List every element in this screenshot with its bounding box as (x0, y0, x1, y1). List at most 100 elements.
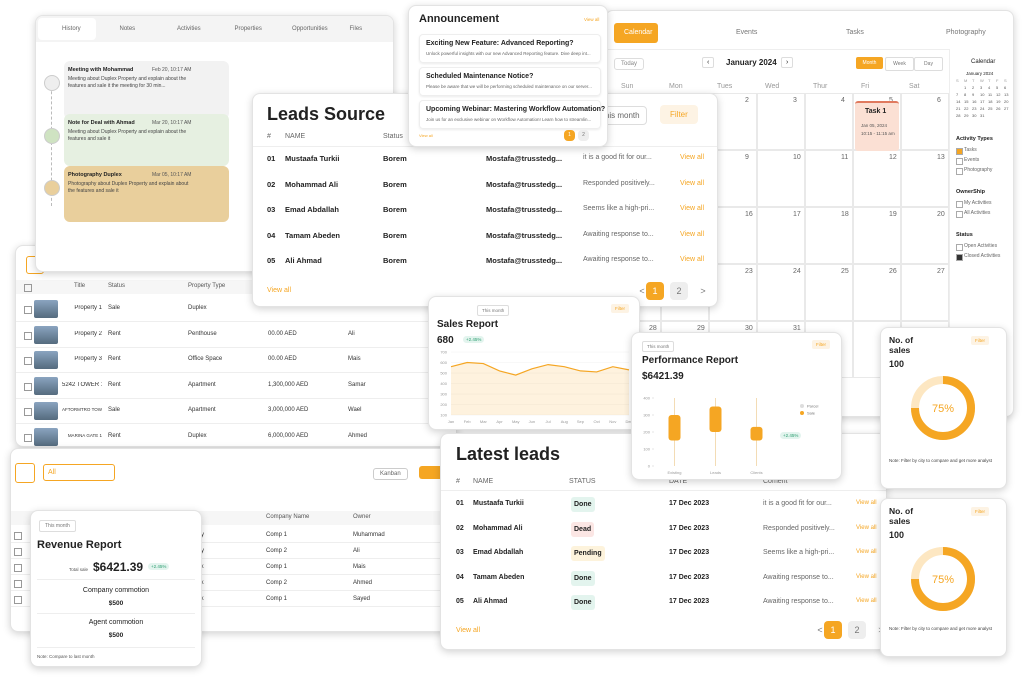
filter-icon[interactable] (15, 463, 35, 483)
day-number: 4 (841, 97, 845, 104)
page-button[interactable]: 2 (578, 130, 589, 141)
view-button[interactable]: Month (856, 57, 883, 69)
checkbox[interactable] (956, 244, 963, 251)
row-checkbox[interactable] (24, 382, 32, 391)
prev-button[interactable]: ‹ (702, 57, 715, 68)
filter-dropdown[interactable]: All (43, 464, 115, 481)
row-checkbox[interactable] (14, 596, 22, 604)
kanban-button[interactable]: Kanban (373, 468, 408, 480)
tab[interactable]: Notes (119, 26, 136, 32)
history-date: Mar 20, 10:17 AM (152, 120, 192, 126)
page-button[interactable]: > (700, 286, 706, 296)
x-tick-label: Clients (750, 470, 762, 475)
row-link[interactable]: View all (856, 500, 877, 506)
view-all-link[interactable]: View all (267, 287, 291, 294)
view-all-link[interactable]: View all (456, 627, 480, 634)
row-checkbox[interactable] (24, 331, 32, 340)
day-number: 19 (889, 211, 897, 218)
page-button[interactable]: < (639, 286, 645, 296)
checkbox[interactable] (956, 168, 963, 175)
row-checkbox[interactable] (24, 357, 32, 365)
row-link[interactable]: View all (680, 179, 704, 187)
month-label: January 2024 (726, 58, 777, 67)
filter-button[interactable]: Filter (660, 105, 698, 124)
header-checkbox[interactable] (24, 284, 32, 292)
tab[interactable]: Tasks (846, 29, 864, 36)
checkbox[interactable] (956, 201, 963, 208)
page-button[interactable]: 2 (670, 282, 688, 300)
tab[interactable]: Opportunities (292, 26, 328, 32)
tab[interactable]: Properties (234, 26, 262, 32)
sales-line (450, 361, 630, 376)
agent-value: $500 (108, 632, 124, 639)
view-all-bottom[interactable]: View all (419, 133, 433, 138)
page-button[interactable]: 1 (564, 130, 575, 141)
cell: Ali Ahmad (473, 598, 508, 605)
day-number: 24 (793, 268, 801, 275)
history-card[interactable]: Note for Deal with Ahmad Mar 20, 10:17 AM… (64, 114, 229, 166)
period-dropdown[interactable]: This month (39, 520, 76, 532)
item-title: Upcoming Webinar: Mastering Workflow Aut… (426, 106, 606, 113)
row-checkbox[interactable] (14, 532, 22, 540)
row-link[interactable]: View all (680, 256, 704, 263)
day-cell (805, 150, 853, 207)
history-title: Photography Duplex (68, 172, 122, 178)
period-dropdown[interactable]: This month (477, 305, 510, 316)
tab[interactable]: History (62, 26, 81, 32)
tab[interactable]: Files (349, 26, 363, 32)
filter-button[interactable]: Filter (971, 507, 989, 516)
filter-button[interactable]: Filter (611, 304, 629, 313)
page-button[interactable]: < (817, 625, 823, 635)
row-link[interactable]: View all (680, 230, 704, 238)
note: Note: Compare to last month (37, 654, 95, 659)
row-line (11, 558, 456, 559)
next-button[interactable]: › (781, 57, 794, 68)
tab[interactable]: Events (736, 29, 758, 36)
history-card[interactable]: Photography Duplex Mar 05, 10:17 AM Photog… (64, 166, 229, 222)
cell: Property 1 (74, 305, 102, 311)
row-checkbox[interactable] (14, 580, 22, 588)
view-all-link[interactable]: View all (584, 17, 600, 22)
day-cell (757, 93, 805, 150)
row-link[interactable]: View all (856, 524, 877, 531)
tab[interactable]: Photography (946, 29, 986, 36)
row-checkbox[interactable] (14, 548, 22, 556)
view-button[interactable]: Week (885, 57, 914, 71)
row-checkbox[interactable] (24, 306, 32, 314)
filter-button[interactable]: Filter (971, 336, 989, 345)
period-dropdown[interactable]: This month (642, 341, 675, 352)
page-button[interactable]: 2 (848, 621, 866, 639)
row-link[interactable]: View all (856, 549, 877, 555)
announcement-item[interactable]: Upcoming Webinar: Mastering Workflow Aut… (419, 100, 605, 129)
filter-button[interactable]: Filter (812, 340, 830, 349)
task-card[interactable]: Task 1 Jan 05, 2024 10:15 - 11:15 am (855, 101, 899, 151)
announcement-item[interactable]: Scheduled Maintenance Notice? Please be a… (419, 67, 601, 96)
row-link[interactable]: View all (680, 154, 704, 161)
history-card[interactable]: Meeting with Mohammad Feb 20, 10:17 AM Mee… (64, 61, 229, 119)
donut-label: 75% (932, 574, 954, 586)
row-checkbox[interactable] (24, 408, 32, 416)
tab[interactable]: Calendar (624, 29, 653, 36)
day-cell (805, 264, 853, 321)
page-button[interactable]: 1 (646, 282, 664, 300)
checkbox[interactable] (956, 254, 963, 261)
panel-title: Leads Source (267, 104, 386, 124)
cell: Borem (383, 179, 407, 189)
row-checkbox[interactable] (14, 564, 22, 572)
row-checkbox[interactable] (24, 433, 32, 442)
row-link[interactable]: View all (856, 573, 877, 580)
announcement-item[interactable]: Exciting New Feature: Advanced Reporting… (419, 34, 601, 63)
cell: Property 3 (74, 356, 102, 362)
row-link[interactable]: View all (680, 205, 704, 212)
day-number: 23 (745, 268, 753, 275)
checkbox[interactable] (956, 158, 963, 165)
range-bar (709, 406, 722, 432)
page-button[interactable]: 1 (824, 621, 842, 639)
checkbox[interactable] (956, 148, 963, 155)
checkbox[interactable] (956, 211, 963, 218)
day-number: 10 (793, 154, 801, 161)
row-link[interactable]: View all (856, 598, 877, 604)
tab[interactable]: Activities (177, 26, 201, 32)
today-button[interactable]: Today (614, 58, 645, 70)
view-button[interactable]: Day (914, 57, 943, 71)
